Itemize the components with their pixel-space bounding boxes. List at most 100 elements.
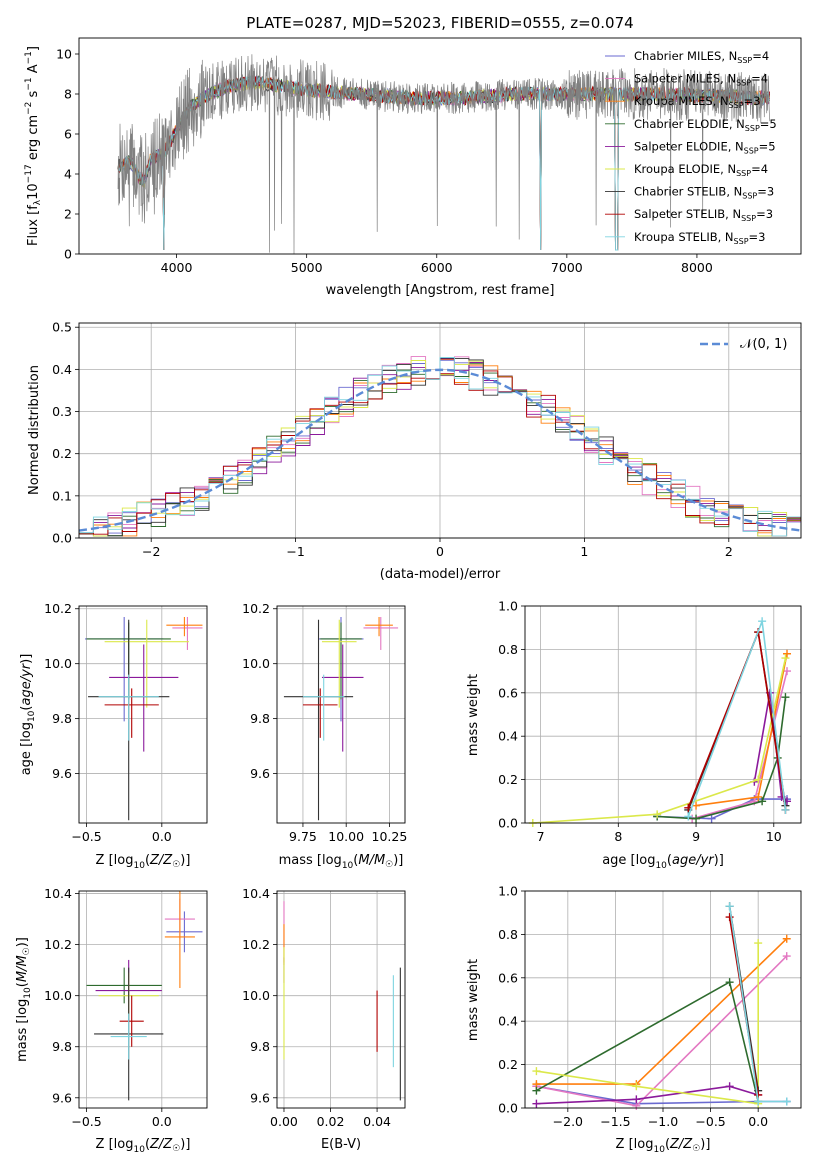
- x-axis-label-part: )]: [700, 1137, 710, 1152]
- x-axis-label: E(B-V): [321, 1137, 361, 1152]
- y-tick-label: 0.4: [498, 1014, 518, 1029]
- mass-weight-line: [536, 943, 759, 1105]
- x-axis-label-part: (: [145, 1137, 150, 1152]
- legend-entry: Kroupa ELODIE, NSSP=4: [634, 162, 768, 178]
- x-axis-label-part: mass [log: [279, 853, 342, 868]
- y-tick-label: 4: [64, 167, 72, 182]
- mass-weight-point: [782, 952, 791, 961]
- x-tick-label: −1: [286, 544, 304, 559]
- y-axis-label-part: (: [19, 706, 34, 711]
- x-tick-label: 0.02: [317, 1114, 345, 1129]
- axes-frame: [524, 890, 802, 1109]
- x-axis-label-part: Z [log: [616, 1137, 654, 1152]
- x-tick-label: −0.5: [71, 829, 101, 844]
- y-tick-label: 0.2: [52, 446, 72, 461]
- x-axis-label-part: (: [667, 853, 672, 868]
- legend-entry-text: Kroupa STELIB, N: [634, 230, 734, 244]
- x-axis-label-part: Z [log: [96, 1137, 134, 1152]
- mass-weight-point: [754, 775, 763, 784]
- legend-entry-sub: SSP: [729, 101, 744, 110]
- legend-entry-text: Kroupa MILES, N: [634, 94, 729, 108]
- legend-entry-text: Kroupa ELODIE, N: [634, 162, 736, 176]
- y-axis-label-part: 10: [23, 987, 33, 999]
- x-tick-label: −0.5: [71, 1114, 101, 1129]
- mass-weight-point: [758, 797, 767, 806]
- legend-entry-text: =3: [744, 94, 761, 108]
- x-tick-label: 2: [725, 544, 733, 559]
- y-tick-label: 0.6: [498, 970, 518, 985]
- y-axis-label-part: λ: [33, 199, 43, 205]
- histogram-step-line: [79, 357, 801, 537]
- y-tick-label: 0.3: [52, 404, 72, 419]
- mass-weight-point: [758, 617, 767, 626]
- y-tick-label: 0.2: [498, 772, 518, 787]
- mass-weight-point: [781, 805, 790, 814]
- chart-title: PLATE=0287, MJD=52023, FIBERID=0555, z=0…: [246, 14, 633, 32]
- y-tick-label: 10.0: [44, 656, 72, 671]
- x-axis-label: Z [log10(Z/Z☉)]: [96, 853, 191, 871]
- x-axis-label-part: Z/Z: [669, 1137, 693, 1152]
- axes-frame: [524, 605, 802, 824]
- x-tick-label: 0: [436, 544, 444, 559]
- errorbar-panel: −0.5 0.09.69.810.010.2Z [log10(Z/Z☉)]age …: [19, 601, 208, 871]
- x-axis-label: age [log10(age/yr)]: [602, 853, 724, 871]
- y-tick-label: 9.6: [250, 766, 270, 781]
- legend-entry-sub: SSP: [741, 214, 756, 223]
- y-tick-label: 0.0: [498, 816, 518, 831]
- y-tick-label: 0: [64, 247, 72, 262]
- legend-entry-text: Salpeter MILES, N: [634, 72, 736, 86]
- legend-entry-sub: SSP: [737, 56, 752, 65]
- x-tick-label: 0.04: [363, 1114, 391, 1129]
- y-tick-label: 0.1: [52, 488, 72, 503]
- x-tick-label: 0.0: [152, 829, 172, 844]
- errorbar-panel: 9.75 10.00 10.25 9.6 9.8 10.0 10.2 mass [log10(…: [242, 601, 407, 871]
- y-tick-label: 8: [64, 87, 72, 102]
- legend-entry-text: =5: [760, 117, 777, 131]
- x-axis-label-part: age/yr: [672, 853, 715, 868]
- legend-entry-text: =3: [757, 185, 774, 199]
- x-axis-label-part: ☉: [172, 1144, 180, 1154]
- x-axis-label-part: M/M: [358, 853, 385, 868]
- y-tick-label: 10.0: [44, 988, 72, 1003]
- mass-weight-point: [692, 814, 701, 823]
- y-axis-label-part: −1: [24, 77, 34, 90]
- y-axis-label: mass weight: [466, 674, 481, 756]
- x-axis-label-part: (: [145, 853, 150, 868]
- x-tick-label: −1.5: [600, 1114, 630, 1129]
- y-tick-label: 10.0: [242, 656, 270, 671]
- observed-spectrum-line: [117, 54, 771, 254]
- y-tick-label: 0.6: [498, 685, 518, 700]
- x-tick-label: −1.0: [648, 1114, 678, 1129]
- y-tick-label: 1.0: [498, 884, 518, 899]
- y-axis-label: Normed distribution: [27, 365, 42, 495]
- y-tick-label: 1.0: [498, 599, 518, 614]
- mass-weight-point: [725, 978, 734, 987]
- y-axis-label-part: )]: [19, 654, 34, 664]
- legend-entry: Kroupa MILES, NSSP=3: [634, 94, 760, 110]
- mass-weight-point: [754, 1097, 763, 1106]
- legend-entry-text: =4: [751, 72, 768, 86]
- x-tick-label: −2: [142, 544, 160, 559]
- y-axis-label-part: s: [26, 90, 41, 101]
- x-tick-label: 0.0: [748, 1114, 768, 1129]
- axes-frame: [78, 322, 802, 539]
- y-tick-label: 2: [64, 207, 72, 222]
- y-tick-label: 9.8: [250, 711, 270, 726]
- y-axis-label-part: M/M: [15, 955, 30, 982]
- x-axis-label-part: (: [665, 1137, 670, 1152]
- y-axis-label: age [log10(age/yr)]: [19, 654, 37, 776]
- y-axis-label-part: A: [26, 64, 41, 77]
- axes-frame: [78, 605, 208, 824]
- y-tick-label: 0.4: [498, 729, 518, 744]
- y-tick-label: 9.6: [52, 1090, 72, 1105]
- x-axis-label: (data-model)/error: [380, 567, 501, 582]
- y-tick-label: 6: [64, 127, 72, 142]
- x-axis-label-part: Z/Z: [149, 853, 173, 868]
- y-tick-label: 0.8: [498, 927, 518, 942]
- x-axis-label-part: )]: [180, 1137, 190, 1152]
- mass-weight-point: [532, 1067, 541, 1076]
- y-tick-label: 9.6: [250, 1090, 270, 1105]
